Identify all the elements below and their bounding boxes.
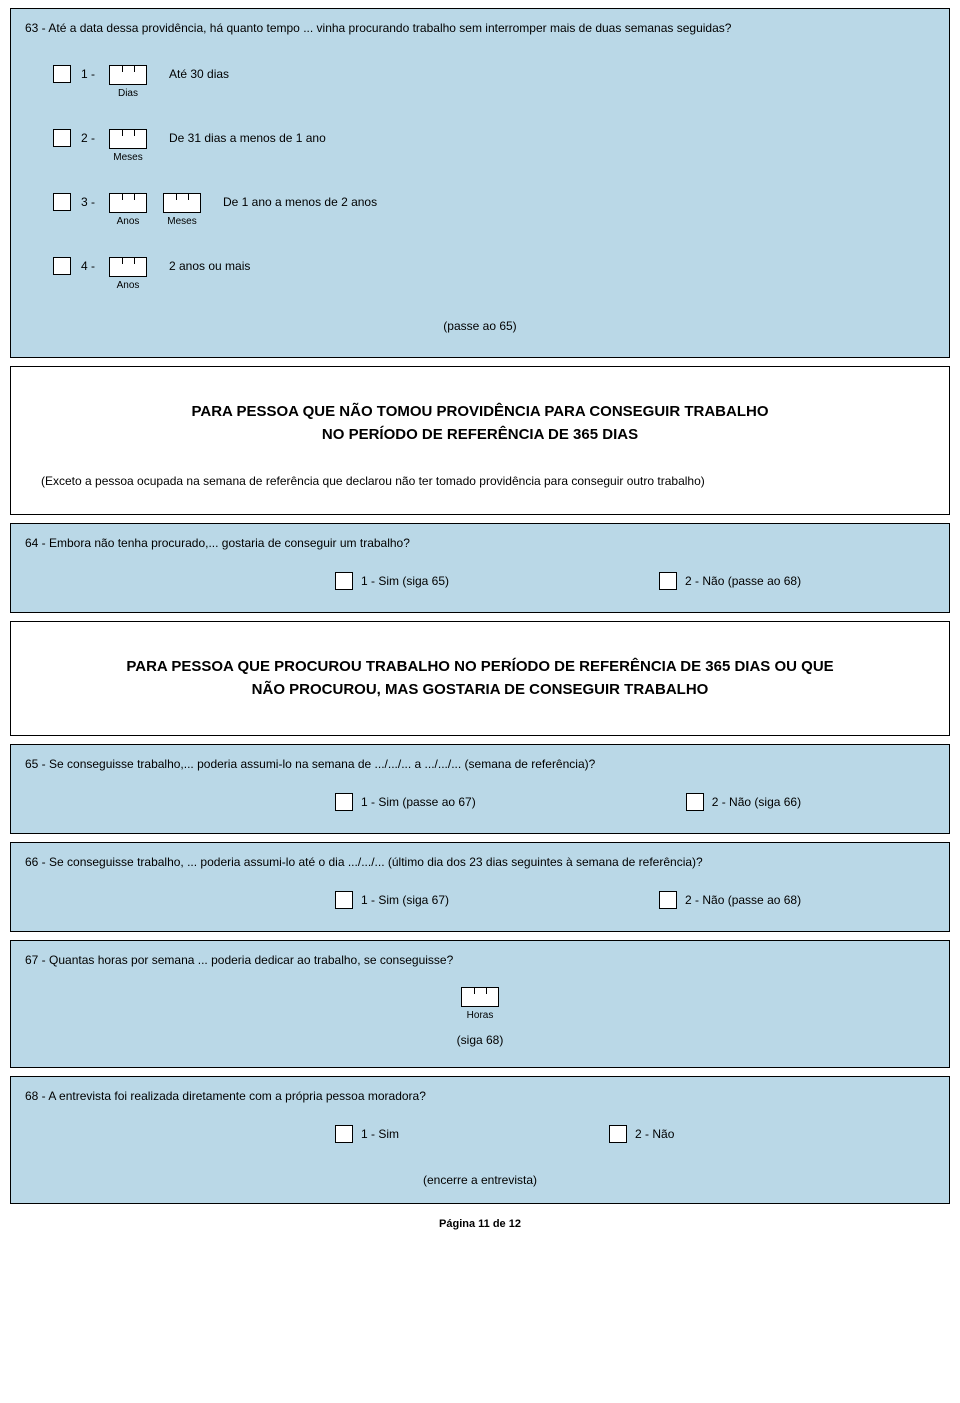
q68-finish: (encerre a entrevista)	[25, 1173, 935, 1187]
q63-opt3-input-meses[interactable]	[163, 193, 201, 213]
q66-opt2-group: 2 - Não (passe ao 68)	[659, 891, 801, 909]
page-footer: Página 11 de 12	[0, 1218, 960, 1230]
q68-opt1-label: 1 - Sim	[361, 1127, 399, 1141]
q63-opt4-num: 4 -	[81, 259, 99, 273]
q64-opt1-checkbox[interactable]	[335, 572, 353, 590]
question-67-box: 67 - Quantas horas por semana ... poderi…	[10, 940, 950, 1068]
q65-opt1-checkbox[interactable]	[335, 793, 353, 811]
q66-text: 66 - Se conseguisse trabalho, ... poderi…	[25, 855, 935, 869]
q65-options: 1 - Sim (passe ao 67) 2 - Não (siga 66)	[25, 793, 935, 811]
question-63-box: 63 - Até a data dessa providência, há qu…	[10, 8, 950, 358]
q63-opt1-field-dias: Dias	[109, 65, 147, 99]
q66-opt2-label: 2 - Não (passe ao 68)	[685, 893, 801, 907]
q64-text: 64 - Embora não tenha procurado,... gost…	[25, 536, 935, 550]
q64-opt2-group: 2 - Não (passe ao 68)	[659, 572, 801, 590]
header1-sub: (Exceto a pessoa ocupada na semana de re…	[41, 474, 919, 488]
q63-opt3-desc: De 1 ano a menos de 2 anos	[223, 195, 377, 209]
q63-text: 63 - Até a data dessa providência, há qu…	[25, 21, 935, 35]
q63-opt3-caption-anos: Anos	[117, 216, 140, 227]
q66-opt1-label: 1 - Sim (siga 67)	[361, 893, 449, 907]
q63-opt1-caption: Dias	[118, 88, 138, 99]
q65-opt1-group: 1 - Sim (passe ao 67)	[335, 793, 476, 811]
q67-skip: (siga 68)	[457, 1033, 504, 1047]
q64-opt1-label: 1 - Sim (siga 65)	[361, 574, 449, 588]
q65-opt2-group: 2 - Não (siga 66)	[686, 793, 801, 811]
q63-opt2-desc: De 31 dias a menos de 1 ano	[169, 131, 326, 145]
header2-title: PARA PESSOA QUE PROCUROU TRABALHO NO PER…	[41, 656, 919, 701]
q64-options: 1 - Sim (siga 65) 2 - Não (passe ao 68)	[25, 572, 935, 590]
q68-opt2-checkbox[interactable]	[609, 1125, 627, 1143]
q67-text: 67 - Quantas horas por semana ... poderi…	[25, 953, 935, 967]
q63-opt1-desc: Até 30 dias	[169, 67, 229, 81]
q64-opt2-checkbox[interactable]	[659, 572, 677, 590]
q65-opt2-label: 2 - Não (siga 66)	[712, 795, 801, 809]
header2-line1: PARA PESSOA QUE PROCUROU TRABALHO NO PER…	[126, 658, 833, 675]
section-header-1: PARA PESSOA QUE NÃO TOMOU PROVIDÊNCIA PA…	[10, 366, 950, 515]
q63-opt2-num: 2 -	[81, 131, 99, 145]
q67-hours-input[interactable]	[461, 987, 499, 1007]
header1-line1: PARA PESSOA QUE NÃO TOMOU PROVIDÊNCIA PA…	[192, 403, 769, 420]
q68-opt2-label: 2 - Não	[635, 1127, 674, 1141]
q63-skip: (passe ao 65)	[25, 319, 935, 333]
q63-opt3-field-anos: Anos	[109, 193, 147, 227]
question-64-box: 64 - Embora não tenha procurado,... gost…	[10, 523, 950, 613]
q63-opt3-checkbox[interactable]	[53, 193, 71, 211]
header2-line2: NÃO PROCUROU, MAS GOSTARIA DE CONSEGUIR …	[252, 681, 709, 698]
q63-opt2-field-meses: Meses	[109, 129, 147, 163]
q65-opt2-checkbox[interactable]	[686, 793, 704, 811]
question-66-box: 66 - Se conseguisse trabalho, ... poderi…	[10, 842, 950, 932]
section-header-2: PARA PESSOA QUE PROCUROU TRABALHO NO PER…	[10, 621, 950, 736]
q63-option-2: 2 - Meses De 31 dias a menos de 1 ano	[53, 129, 935, 163]
header1-line2: NO PERÍODO DE REFERÊNCIA DE 365 DIAS	[322, 426, 638, 443]
q63-option-3: 3 - Anos Meses De 1 ano a menos de 2 ano…	[53, 193, 935, 227]
q63-opt1-num: 1 -	[81, 67, 99, 81]
q66-opt1-group: 1 - Sim (siga 67)	[335, 891, 449, 909]
q66-opt2-checkbox[interactable]	[659, 891, 677, 909]
q63-opt4-desc: 2 anos ou mais	[169, 259, 250, 273]
q63-opt4-caption: Anos	[117, 280, 140, 291]
q65-opt1-label: 1 - Sim (passe ao 67)	[361, 795, 476, 809]
q63-opt2-checkbox[interactable]	[53, 129, 71, 147]
q63-option-4: 4 - Anos 2 anos ou mais	[53, 257, 935, 291]
q63-opt1-input-dias[interactable]	[109, 65, 147, 85]
q68-opt1-group: 1 - Sim	[335, 1125, 399, 1143]
q63-opt2-input-meses[interactable]	[109, 129, 147, 149]
q63-opt4-input-anos[interactable]	[109, 257, 147, 277]
q67-hours-caption: Horas	[467, 1010, 494, 1021]
q68-options: 1 - Sim 2 - Não	[25, 1125, 935, 1143]
q63-opt2-caption: Meses	[113, 152, 142, 163]
q66-opt1-checkbox[interactable]	[335, 891, 353, 909]
q63-opt4-checkbox[interactable]	[53, 257, 71, 275]
q64-opt2-label: 2 - Não (passe ao 68)	[685, 574, 801, 588]
q63-opt3-caption-meses: Meses	[167, 216, 196, 227]
header1-title: PARA PESSOA QUE NÃO TOMOU PROVIDÊNCIA PA…	[41, 401, 919, 446]
q63-opt3-input-anos[interactable]	[109, 193, 147, 213]
q67-hours-block: Horas (siga 68)	[25, 987, 935, 1047]
q63-opt3-field-meses: Meses	[163, 193, 201, 227]
q65-text: 65 - Se conseguisse trabalho,... poderia…	[25, 757, 935, 771]
q63-opt4-field-anos: Anos	[109, 257, 147, 291]
q66-options: 1 - Sim (siga 67) 2 - Não (passe ao 68)	[25, 891, 935, 909]
q63-opt3-num: 3 -	[81, 195, 99, 209]
q63-option-1: 1 - Dias Até 30 dias	[53, 65, 935, 99]
question-65-box: 65 - Se conseguisse trabalho,... poderia…	[10, 744, 950, 834]
q63-opt1-checkbox[interactable]	[53, 65, 71, 83]
q68-text: 68 - A entrevista foi realizada diretame…	[25, 1089, 935, 1103]
question-68-box: 68 - A entrevista foi realizada diretame…	[10, 1076, 950, 1204]
q68-opt1-checkbox[interactable]	[335, 1125, 353, 1143]
q64-opt1-group: 1 - Sim (siga 65)	[335, 572, 449, 590]
q68-opt2-group: 2 - Não	[609, 1125, 674, 1143]
